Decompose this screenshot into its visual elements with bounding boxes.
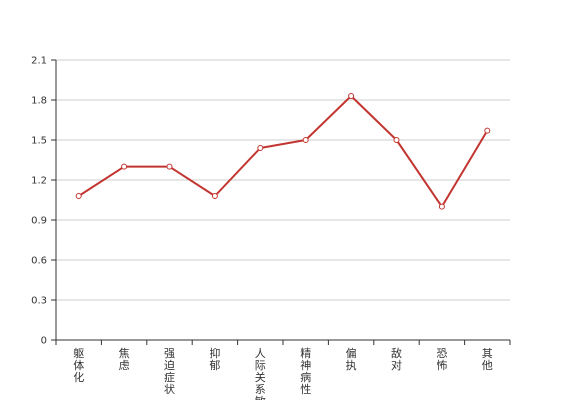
y-tick-label: 2.1 [31,56,47,67]
y-tick-label: 1.8 [31,96,47,107]
grid-lines [56,59,510,301]
x-tick-label: 人际关系敏感 [255,347,266,400]
x-tick-label: 焦虑 [119,347,130,372]
y-tick-label: 1.5 [31,136,47,147]
y-tick-label: 0.9 [31,216,47,227]
data-point[interactable] [438,203,445,210]
data-point[interactable] [166,163,173,170]
data-point[interactable] [348,93,355,99]
series [75,93,491,210]
x-tick-label: 抑郁 [209,346,220,372]
y-tick-label: 0.6 [31,256,47,267]
axes [51,59,511,345]
y-tick-label: 0 [41,336,47,347]
data-point[interactable] [211,193,218,199]
x-tick-label: 强迫症状 [164,347,175,396]
x-tick-labels: 躯体化 焦虑 强迫症状 抑郁 人际关系敏感 精神病性 偏执 敌对 恐怖 其他 [73,346,493,400]
x-tick-label: 敌对 [391,346,402,372]
data-point[interactable] [393,137,400,143]
data-point[interactable] [121,163,128,170]
y-tick-labels: 0 0.3 0.6 0.9 1.2 1.5 1.8 2.1 [31,56,47,347]
x-tick-label: 精神病性 [300,347,311,396]
x-tick-label: 其他 [482,347,493,372]
data-point[interactable] [257,145,264,151]
x-tick-label: 恐怖 [436,347,447,372]
x-tick-label: 偏执 [346,346,357,372]
x-tick-label: 躯体化 [73,347,84,384]
data-point[interactable] [302,137,309,143]
data-point[interactable] [484,127,491,134]
series-line [78,95,489,208]
y-tick-label: 1.2 [31,176,47,187]
data-point[interactable] [75,193,82,199]
y-tick-label: 0.3 [31,296,47,307]
